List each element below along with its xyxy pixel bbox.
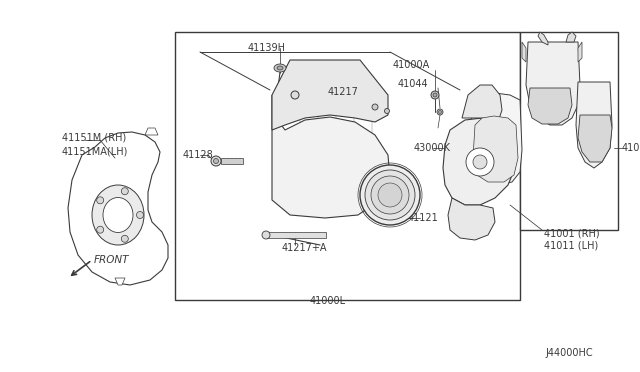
Polygon shape: [115, 278, 125, 285]
Text: 41217: 41217: [328, 87, 359, 97]
Text: 41011 (LH): 41011 (LH): [544, 241, 598, 251]
Text: 41000A: 41000A: [393, 60, 430, 70]
Text: 41080K: 41080K: [622, 143, 640, 153]
Ellipse shape: [372, 104, 378, 110]
Bar: [266, 232, 326, 238]
Polygon shape: [473, 116, 518, 182]
Ellipse shape: [97, 226, 104, 233]
Text: 41128: 41128: [183, 150, 214, 160]
Ellipse shape: [97, 197, 104, 204]
Ellipse shape: [371, 176, 409, 214]
Polygon shape: [576, 82, 612, 168]
Ellipse shape: [433, 93, 437, 97]
Polygon shape: [272, 60, 388, 130]
Text: 41139H: 41139H: [248, 43, 286, 53]
Text: 41000L: 41000L: [310, 296, 346, 306]
Text: 41217+A: 41217+A: [282, 243, 328, 253]
Ellipse shape: [473, 155, 487, 169]
Ellipse shape: [365, 170, 415, 220]
Ellipse shape: [438, 110, 442, 113]
Polygon shape: [522, 42, 526, 62]
Polygon shape: [145, 128, 158, 135]
Text: J44000HC: J44000HC: [545, 348, 593, 358]
Bar: [221, 158, 243, 164]
Ellipse shape: [360, 165, 420, 225]
Polygon shape: [443, 118, 515, 205]
Bar: [520, 32, 618, 230]
Ellipse shape: [122, 188, 128, 195]
Polygon shape: [470, 93, 522, 185]
Text: 41044: 41044: [398, 79, 429, 89]
Polygon shape: [462, 85, 502, 122]
Polygon shape: [68, 132, 168, 285]
Ellipse shape: [431, 91, 439, 99]
Ellipse shape: [103, 198, 133, 232]
Ellipse shape: [122, 235, 128, 242]
Polygon shape: [566, 32, 576, 42]
Ellipse shape: [214, 158, 218, 164]
Ellipse shape: [378, 183, 402, 207]
Polygon shape: [538, 32, 548, 45]
Ellipse shape: [262, 231, 270, 239]
Ellipse shape: [211, 156, 221, 166]
Ellipse shape: [92, 185, 144, 245]
Ellipse shape: [274, 64, 286, 72]
Text: FRONT: FRONT: [94, 255, 129, 265]
Text: 41121: 41121: [408, 213, 439, 223]
Ellipse shape: [437, 109, 443, 115]
Polygon shape: [578, 115, 612, 162]
Ellipse shape: [385, 109, 390, 113]
Polygon shape: [272, 95, 390, 218]
Ellipse shape: [466, 148, 494, 176]
Text: 41151M (RH): 41151M (RH): [62, 133, 126, 143]
Polygon shape: [528, 88, 572, 124]
Text: 41001 (RH): 41001 (RH): [544, 228, 600, 238]
Ellipse shape: [277, 66, 283, 70]
Bar: [175, 32, 520, 300]
Text: 43000K: 43000K: [414, 143, 451, 153]
Ellipse shape: [291, 91, 299, 99]
Ellipse shape: [136, 212, 143, 218]
Polygon shape: [448, 198, 495, 240]
Text: 41151MA(LH): 41151MA(LH): [62, 146, 129, 156]
Polygon shape: [526, 42, 580, 125]
Polygon shape: [578, 42, 582, 62]
